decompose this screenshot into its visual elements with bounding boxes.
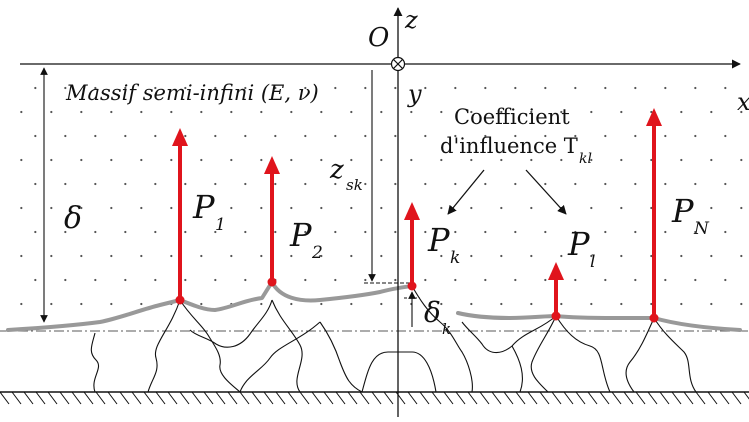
force-pl bbox=[548, 262, 564, 321]
lower-asperities bbox=[90, 285, 697, 393]
coordinate-axes bbox=[20, 7, 741, 417]
origin-label: O bbox=[368, 23, 389, 53]
force-pk bbox=[404, 202, 420, 291]
rough-surface bbox=[6, 280, 742, 332]
axis-z-label: z bbox=[404, 6, 418, 34]
zsk-label: z bbox=[329, 155, 344, 185]
origin-symbol bbox=[390, 56, 406, 72]
coefficient-label-line2: d'influence T bbox=[440, 134, 578, 158]
force-label-p1: P bbox=[192, 188, 215, 226]
axis-y-label: y bbox=[407, 80, 422, 108]
force-label-p2: P bbox=[289, 216, 312, 254]
deltak-label: δ bbox=[424, 296, 441, 329]
force-label-pn: P bbox=[671, 192, 694, 230]
force-subscript-pn: N bbox=[693, 219, 710, 239]
force-arrows bbox=[172, 108, 662, 323]
deltak-label-subscript: k bbox=[442, 320, 451, 338]
force-label-pk: P bbox=[427, 221, 450, 259]
coefficient-label-line1: Coefficient bbox=[454, 105, 570, 129]
axis-x-label: x bbox=[737, 88, 749, 116]
body-texture bbox=[20, 86, 743, 306]
influence-arrows bbox=[447, 169, 567, 215]
force-pn bbox=[646, 108, 662, 323]
massif-label: Massif semi-infini (E, ν) bbox=[65, 81, 319, 105]
force-subscript-pk: k bbox=[450, 248, 460, 268]
zsk-label-subscript: sk bbox=[346, 176, 363, 194]
coefficient-label-subscript: kl bbox=[579, 151, 592, 167]
force-p2 bbox=[264, 156, 280, 287]
force-subscript-p1: 1 bbox=[215, 215, 226, 235]
force-p1 bbox=[172, 128, 188, 305]
rigid-base bbox=[0, 391, 749, 405]
force-subscript-pl: l bbox=[590, 252, 595, 272]
force-subscript-p2: 2 bbox=[311, 243, 323, 263]
force-label-pl: P bbox=[567, 225, 590, 263]
delta-label: δ bbox=[64, 201, 82, 236]
